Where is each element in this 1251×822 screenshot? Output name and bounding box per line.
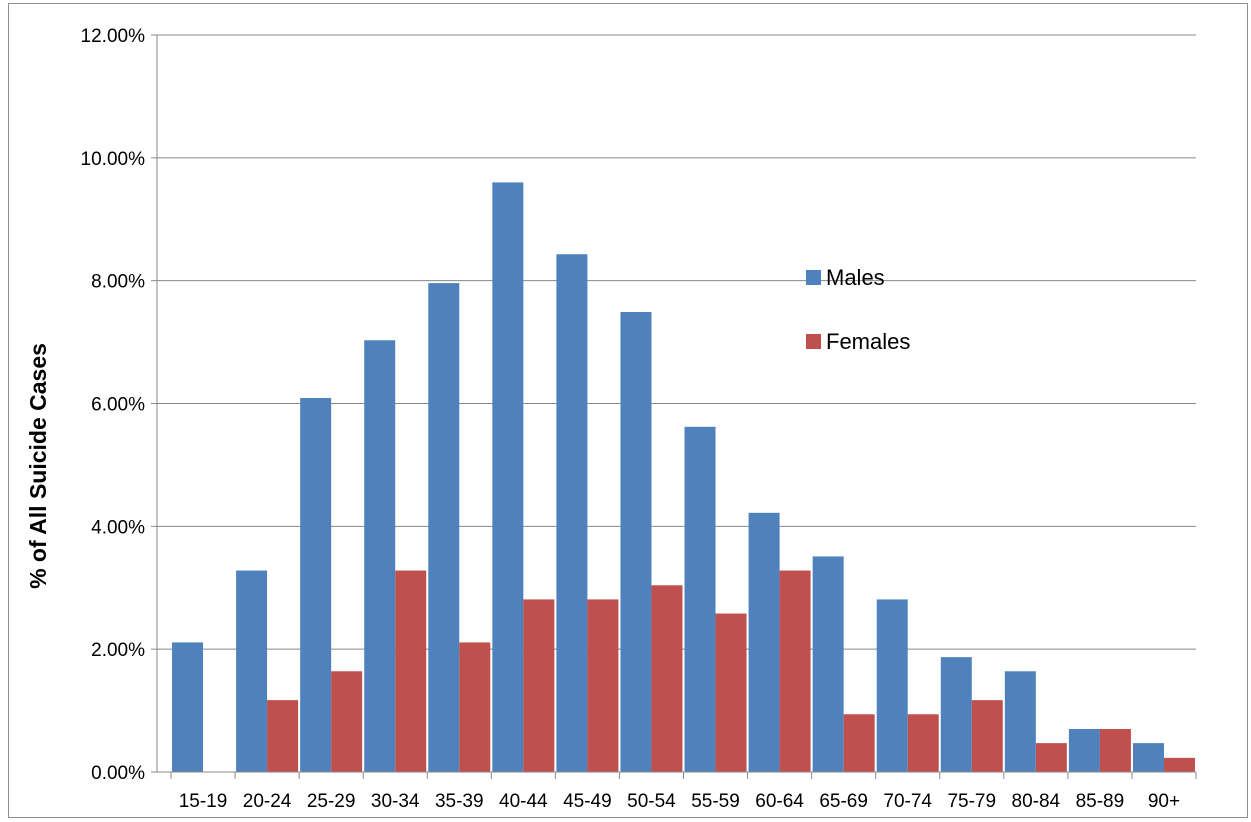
bar-males-55-59 <box>684 426 716 772</box>
y-tick-label: 4.00% <box>91 517 145 538</box>
bar-females-20-24 <box>267 700 299 772</box>
bar-males-90+ <box>1132 743 1164 772</box>
bar-males-50-54 <box>620 311 652 772</box>
bar-males-80-84 <box>1004 671 1036 772</box>
bar-males-35-39 <box>428 283 460 772</box>
x-tick-label: 20-24 <box>243 791 292 812</box>
bar-males-25-29 <box>300 397 332 772</box>
y-tick-label: 0.00% <box>91 763 145 784</box>
axes <box>151 34 1197 779</box>
legend-label-females: Females <box>826 329 910 354</box>
y-tick-label: 2.00% <box>91 640 145 661</box>
bar-males-70-74 <box>876 599 908 772</box>
bar-females-85-89 <box>1099 729 1131 772</box>
x-tick-label: 65-69 <box>819 791 868 812</box>
bar-males-85-89 <box>1068 729 1100 772</box>
x-tick-labels: 15-19 20-24 25-29 30-34 35-39 40-44 45-49 50-54… <box>179 791 1180 812</box>
bar-females-70-74 <box>907 714 939 772</box>
bar-males-30-34 <box>364 340 396 772</box>
bar-males-20-24 <box>236 570 268 772</box>
x-tick-label: 75-79 <box>947 791 996 812</box>
bar-females-65-69 <box>843 714 875 772</box>
bar-males-75-79 <box>940 657 972 772</box>
x-tick-label: 15-19 <box>179 791 228 812</box>
x-tick-label: 90+ <box>1148 791 1180 812</box>
bar-females-45-49 <box>587 599 619 772</box>
bar-males-60-64 <box>748 512 780 772</box>
y-tick-label: 12.00% <box>81 26 146 47</box>
legend-swatch-females <box>806 334 821 349</box>
legend-label-males: Males <box>826 265 885 290</box>
legend: Males Females <box>806 265 910 354</box>
x-tick-label: 55-59 <box>691 791 740 812</box>
bar-females-25-29 <box>331 671 363 772</box>
legend-swatch-males <box>806 270 821 285</box>
y-tick-label: 8.00% <box>91 272 145 293</box>
bar-females-80-84 <box>1035 743 1067 772</box>
bar-females-50-54 <box>651 585 683 772</box>
bar-males-65-69 <box>812 556 844 772</box>
bar-females-90+ <box>1163 757 1195 772</box>
x-tick-label: 30-34 <box>371 791 420 812</box>
x-tick-label: 80-84 <box>1012 791 1061 812</box>
bar-females-30-34 <box>395 570 427 772</box>
y-tick-labels: 0.00% 2.00% 4.00% 6.00% 8.00% 10.00% 12.00% <box>81 26 146 784</box>
bar-males-15-19 <box>172 642 204 772</box>
bar-males-40-44 <box>492 182 524 772</box>
bar-females-40-44 <box>523 599 555 772</box>
x-tick-label: 25-29 <box>307 791 356 812</box>
x-tick-label: 45-49 <box>563 791 612 812</box>
y-tick-label: 10.00% <box>81 149 146 170</box>
x-tick-label: 50-54 <box>627 791 676 812</box>
x-tick-label: 70-74 <box>883 791 932 812</box>
bar-females-75-79 <box>971 700 1003 772</box>
bar-females-35-39 <box>459 642 491 772</box>
bar-females-60-64 <box>779 570 811 772</box>
y-tick-label: 6.00% <box>91 395 145 416</box>
bar-females-55-59 <box>715 613 747 772</box>
bars <box>172 182 1195 772</box>
x-tick-label: 35-39 <box>435 791 484 812</box>
x-tick-label: 40-44 <box>499 791 548 812</box>
y-axis-title: % of All Suicide Cases <box>25 343 51 589</box>
x-tick-label: 60-64 <box>755 791 804 812</box>
x-tick-label: 85-89 <box>1076 791 1125 812</box>
bar-males-45-49 <box>556 254 588 772</box>
